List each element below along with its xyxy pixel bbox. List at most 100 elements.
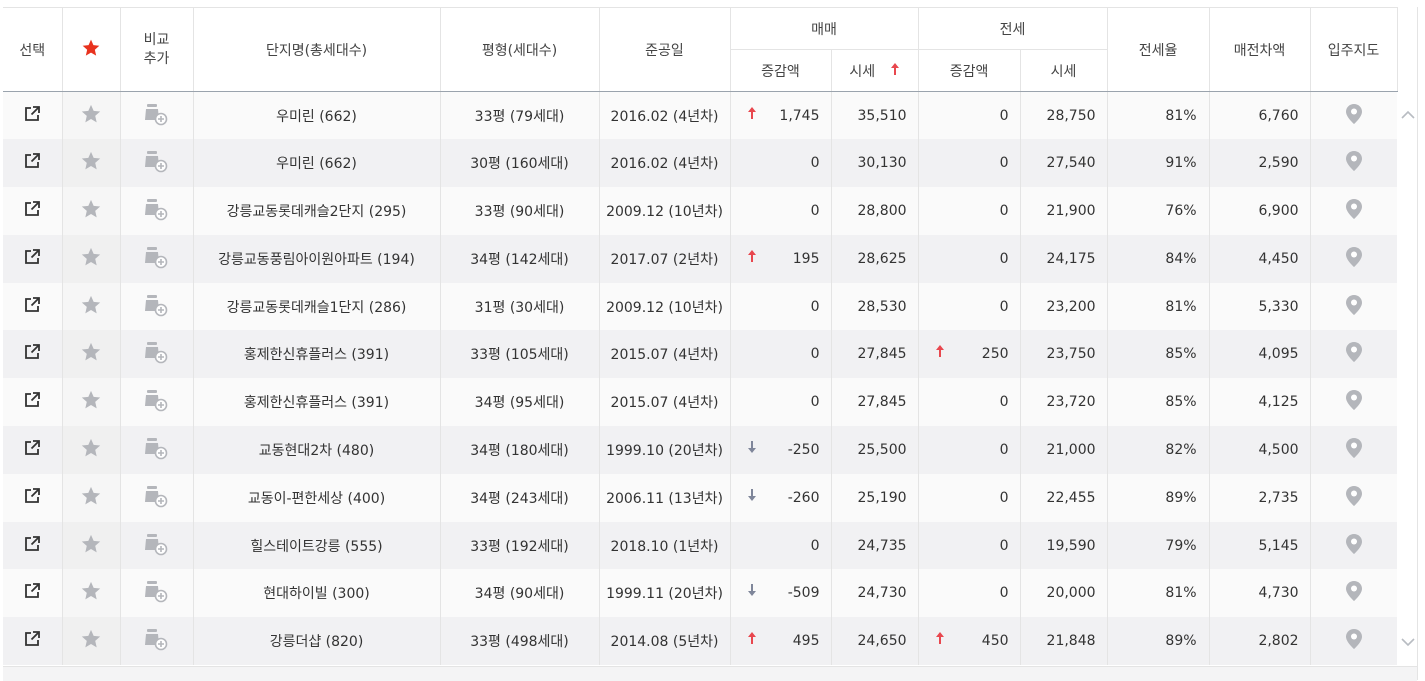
map-pin-icon[interactable] [1345,151,1362,172]
select-cell[interactable] [3,378,63,427]
add-compare-icon[interactable] [143,340,171,364]
favorite-cell[interactable] [62,378,121,427]
map-pin-icon[interactable] [1345,294,1362,315]
favorite-cell[interactable] [62,426,121,474]
external-link-icon[interactable] [23,152,41,170]
move-in-map-cell[interactable] [1310,330,1398,379]
star-icon[interactable] [80,580,102,602]
compare-cell[interactable] [120,330,194,379]
select-cell[interactable] [3,521,63,570]
header-jeonse-price[interactable]: 시세 [1020,49,1108,92]
add-compare-icon[interactable] [143,388,171,412]
favorite-cell[interactable] [62,282,121,331]
map-pin-icon[interactable] [1345,533,1362,554]
map-pin-icon[interactable] [1345,342,1362,363]
map-pin-icon[interactable] [1345,390,1362,411]
move-in-map-cell[interactable] [1310,617,1398,666]
add-compare-icon[interactable] [143,293,171,317]
select-cell[interactable] [3,569,63,618]
compare-cell[interactable] [120,617,194,666]
complex-name[interactable]: 강릉더샵 (820) [193,617,441,666]
add-compare-icon[interactable] [143,245,171,269]
add-compare-icon[interactable] [143,197,171,221]
favorite-cell[interactable] [62,521,121,570]
star-icon[interactable] [80,150,102,172]
chevron-down-icon[interactable] [1401,637,1415,647]
star-icon[interactable] [80,485,102,507]
external-link-icon[interactable] [23,630,41,648]
compare-cell[interactable] [120,187,194,235]
select-cell[interactable] [3,139,63,188]
header-sale-change[interactable]: 증감액 [730,49,832,92]
move-in-map-cell[interactable] [1310,378,1398,427]
header-sale-price[interactable]: 시세 [831,49,919,92]
favorite-cell[interactable] [62,473,121,522]
complex-name[interactable]: 강릉교동롯데캐슬1단지 (286) [193,282,441,331]
select-cell[interactable] [3,330,63,379]
external-link-icon[interactable] [23,296,41,314]
vertical-scrollbar[interactable] [1397,92,1417,666]
header-favorite[interactable] [62,7,121,92]
external-link-icon[interactable] [23,105,41,123]
star-icon[interactable] [80,198,102,220]
star-icon[interactable] [80,628,102,650]
add-compare-icon[interactable] [143,149,171,173]
move-in-map-cell[interactable] [1310,234,1398,283]
header-complex[interactable]: 단지명(총세대수) [193,7,441,92]
header-gap[interactable]: 매전차액 [1209,7,1311,92]
star-icon[interactable] [80,294,102,316]
add-compare-icon[interactable] [143,627,171,651]
favorite-cell[interactable] [62,617,121,666]
map-pin-icon[interactable] [1345,437,1362,458]
star-icon[interactable] [80,533,102,555]
move-in-map-cell[interactable] [1310,569,1398,618]
header-completion[interactable]: 준공일 [599,7,731,92]
external-link-icon[interactable] [23,535,41,553]
complex-name[interactable]: 교동현대2차 (480) [193,426,441,474]
map-pin-icon[interactable] [1345,485,1362,506]
map-pin-icon[interactable] [1345,198,1362,219]
external-link-icon[interactable] [23,487,41,505]
compare-cell[interactable] [120,521,194,570]
move-in-map-cell[interactable] [1310,282,1398,331]
map-pin-icon[interactable] [1345,581,1362,602]
add-compare-icon[interactable] [143,484,171,508]
complex-name[interactable]: 현대하이빌 (300) [193,569,441,618]
complex-name[interactable]: 강릉교동롯데캐슬2단지 (295) [193,187,441,235]
star-icon[interactable] [80,341,102,363]
map-pin-icon[interactable] [1345,246,1362,267]
compare-cell[interactable] [120,139,194,188]
move-in-map-cell[interactable] [1310,473,1398,522]
external-link-icon[interactable] [23,343,41,361]
chevron-up-icon[interactable] [1401,110,1415,120]
add-compare-icon[interactable] [143,436,171,460]
select-cell[interactable] [3,282,63,331]
compare-cell[interactable] [120,426,194,474]
compare-cell[interactable] [120,569,194,618]
star-icon[interactable] [80,437,102,459]
star-icon[interactable] [80,246,102,268]
external-link-icon[interactable] [23,391,41,409]
add-compare-icon[interactable] [143,579,171,603]
map-pin-icon[interactable] [1345,629,1362,650]
favorite-cell[interactable] [62,330,121,379]
complex-name[interactable]: 홍제한신휴플러스 (391) [193,330,441,379]
favorite-cell[interactable] [62,187,121,235]
select-cell[interactable] [3,473,63,522]
select-cell[interactable] [3,234,63,283]
select-cell[interactable] [3,91,63,140]
external-link-icon[interactable] [23,439,41,457]
header-jeonse-change[interactable]: 증감액 [918,49,1021,92]
map-pin-icon[interactable] [1345,103,1362,124]
add-compare-icon[interactable] [143,532,171,556]
complex-name[interactable]: 홍제한신휴플러스 (391) [193,378,441,427]
favorite-cell[interactable] [62,569,121,618]
header-pyeong[interactable]: 평형(세대수) [440,7,600,92]
external-link-icon[interactable] [23,248,41,266]
header-jeonse-rate[interactable]: 전세율 [1107,7,1210,92]
complex-name[interactable]: 교동이-편한세상 (400) [193,473,441,522]
compare-cell[interactable] [120,91,194,140]
add-compare-icon[interactable] [143,102,171,126]
compare-cell[interactable] [120,282,194,331]
star-icon[interactable] [80,103,102,125]
